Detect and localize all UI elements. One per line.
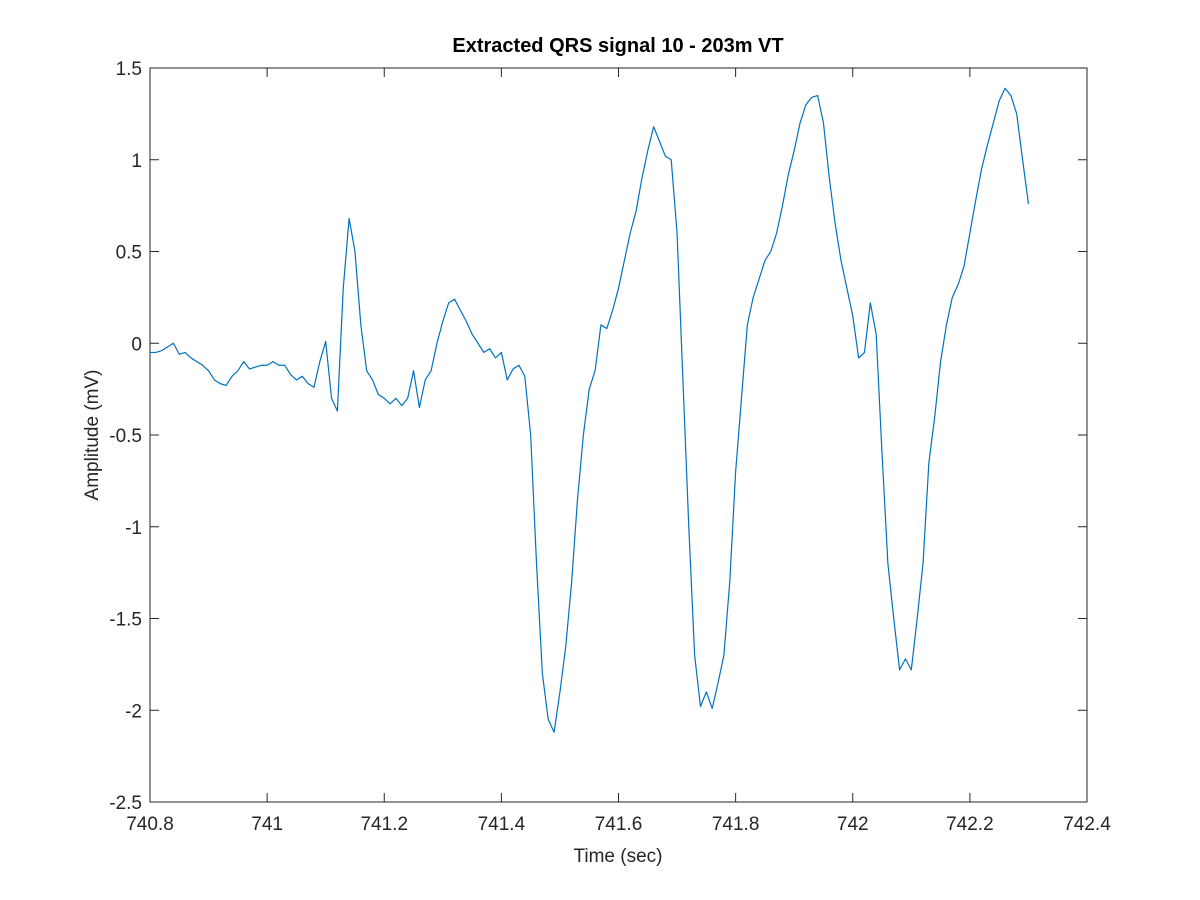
- x-tick-label: 742.4: [1063, 814, 1111, 835]
- y-tick-label: -1: [125, 518, 142, 539]
- x-tick-label: 740.8: [126, 814, 174, 835]
- x-tick-label: 741.2: [360, 814, 408, 835]
- chart-title: Extracted QRS signal 10 - 203m VT: [452, 35, 783, 57]
- y-tick-label: -1.5: [109, 610, 142, 631]
- y-tick-label: -2: [125, 701, 142, 722]
- y-tick-label: -2.5: [109, 793, 142, 814]
- y-tick-label: -0.5: [109, 426, 142, 447]
- x-tick-label: 741.4: [478, 814, 526, 835]
- y-tick-label: 0.5: [116, 243, 142, 264]
- x-tick-label: 741.8: [712, 814, 760, 835]
- x-tick-label: 742: [837, 814, 869, 835]
- signal-line: [150, 87, 1030, 733]
- x-axis-label: Time (sec): [573, 846, 662, 867]
- y-tick-label: 0: [131, 334, 142, 355]
- y-axis-label: Amplitude (mV): [82, 370, 103, 501]
- x-tick-label: 741: [251, 814, 283, 835]
- y-tick-label: 1: [131, 151, 142, 172]
- x-tick-label: 741.6: [595, 814, 643, 835]
- y-tick-label: 1.5: [116, 59, 142, 80]
- x-tick-label: 742.2: [946, 814, 994, 835]
- plot-frame: [149, 67, 1088, 803]
